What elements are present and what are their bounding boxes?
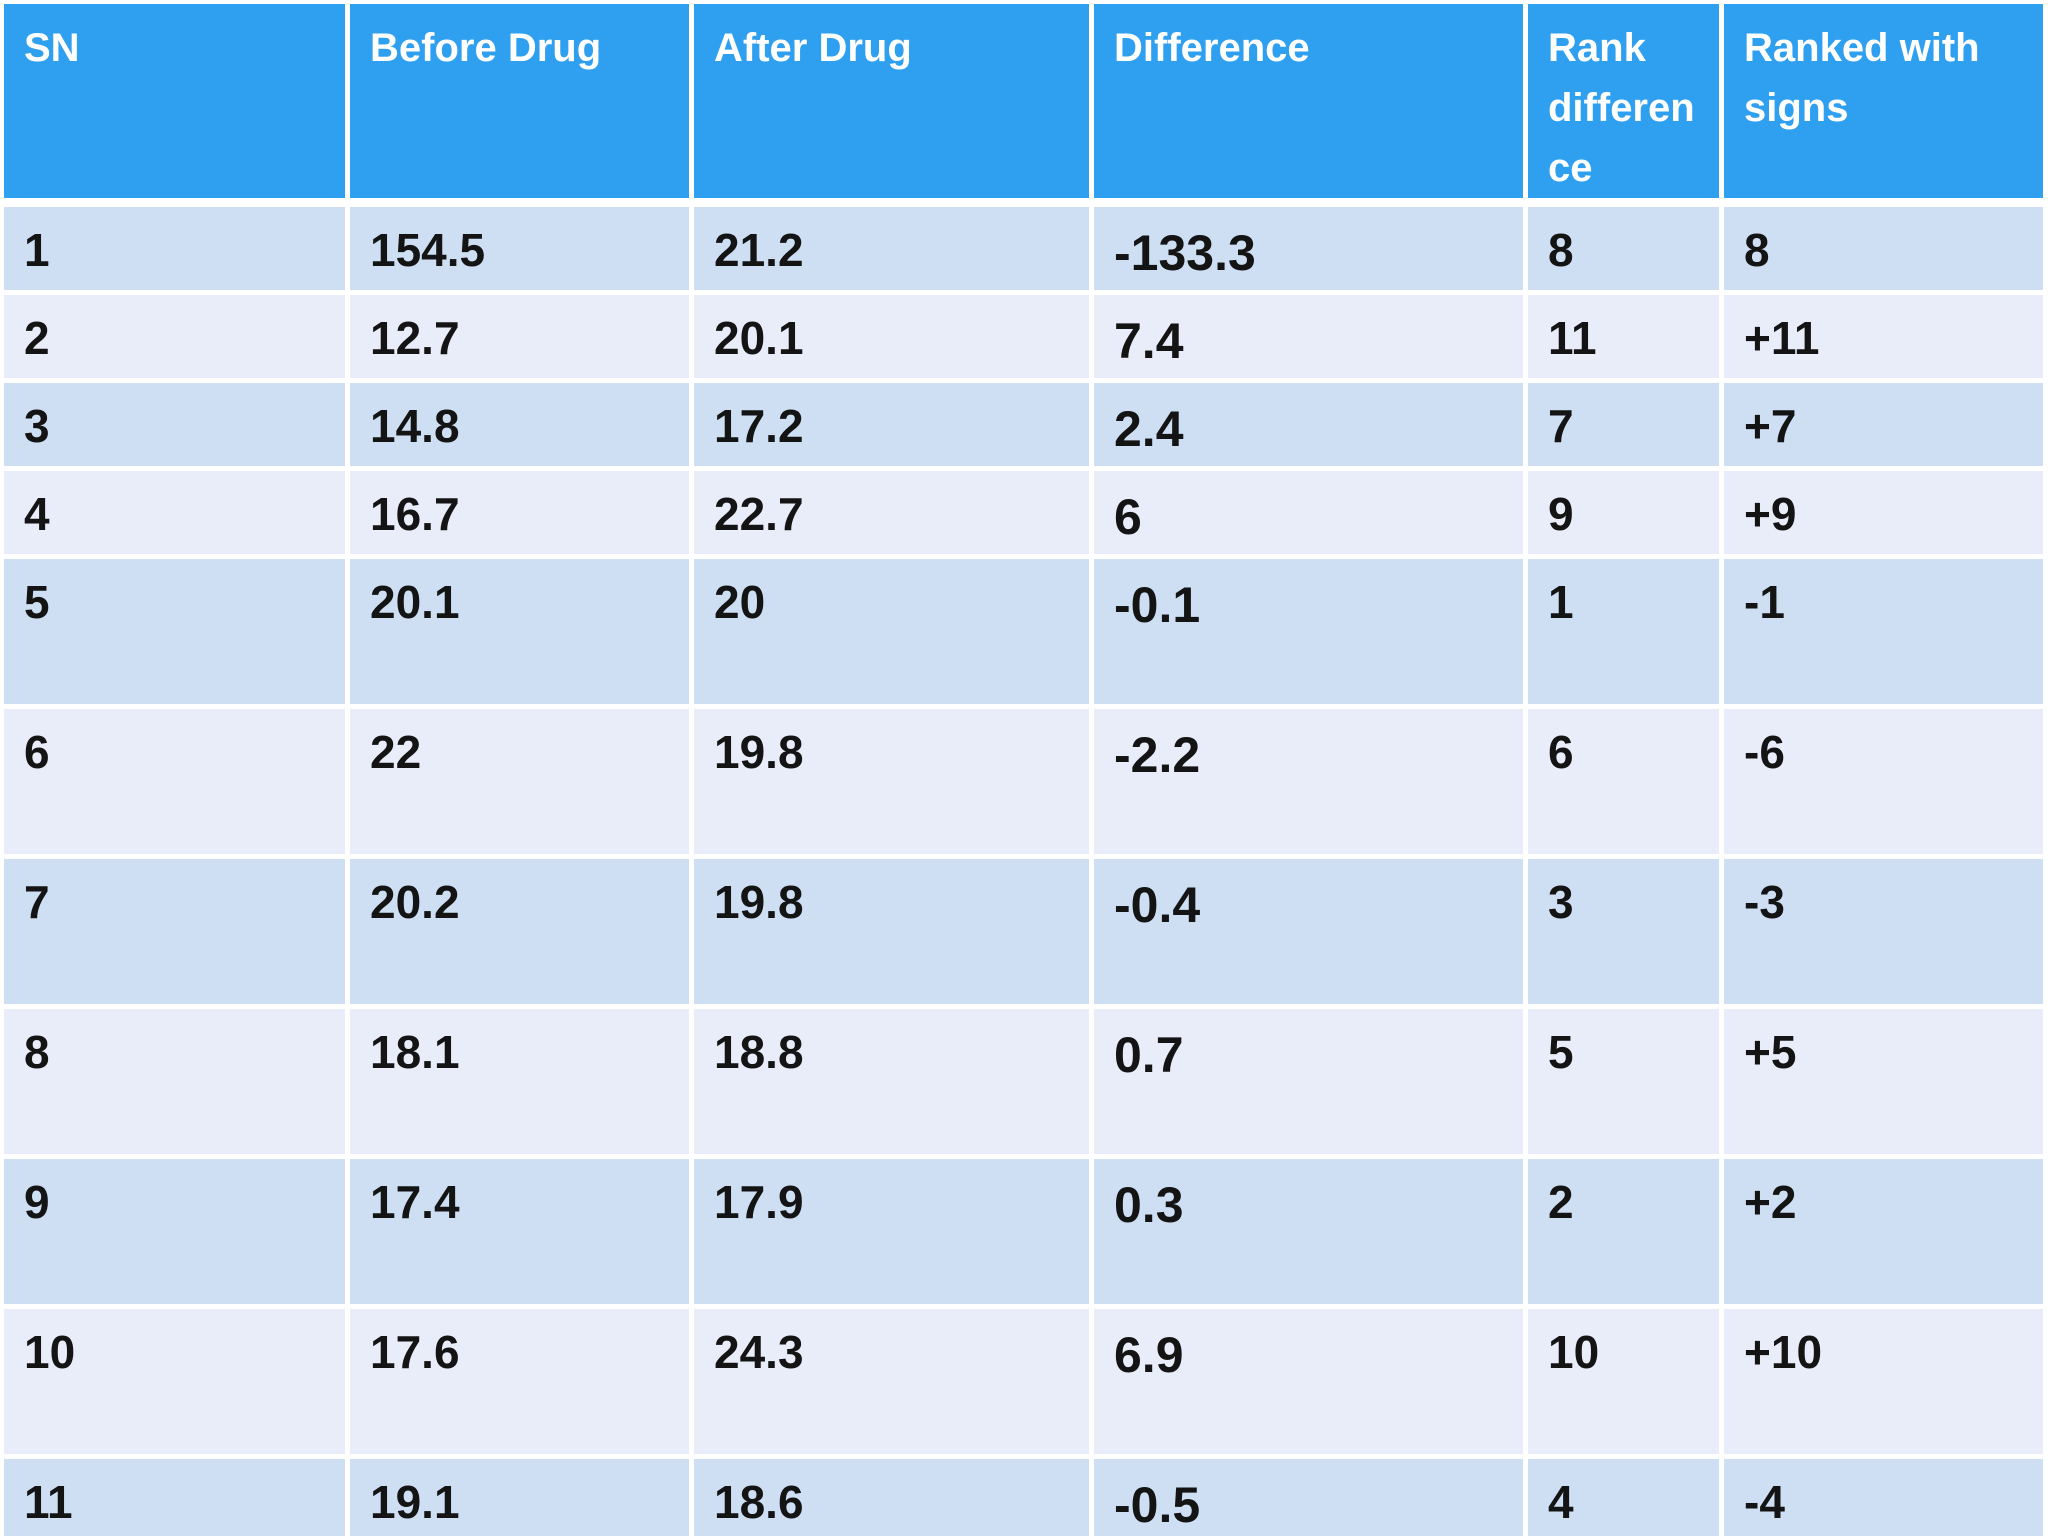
table-cell: 7.4 (1094, 295, 1528, 383)
table-cell: 1 (1528, 559, 1724, 709)
table-cell: 14.8 (350, 383, 694, 471)
table-row: 3 14.8 17.2 2.4 7 +7 (4, 383, 2048, 471)
column-header-after-drug: After Drug (694, 4, 1094, 207)
table-cell: 19.1 (350, 1459, 694, 1536)
table-cell: 17.6 (350, 1309, 694, 1459)
column-header-sn: SN (4, 4, 350, 207)
table-cell: 17.4 (350, 1159, 694, 1309)
table-cell: 19.8 (694, 859, 1094, 1009)
table-cell: 154.5 (350, 207, 694, 295)
column-header-difference: Difference (1094, 4, 1528, 207)
column-header-ranked-with-signs: Ranked with signs (1724, 4, 2048, 207)
table-cell: +10 (1724, 1309, 2048, 1459)
table-cell: 1 (4, 207, 350, 295)
table-cell: 3 (1528, 859, 1724, 1009)
table-cell: 20.1 (694, 295, 1094, 383)
table-cell: 20.1 (350, 559, 694, 709)
table-cell: 18.1 (350, 1009, 694, 1159)
table-cell: 19.8 (694, 709, 1094, 859)
table-cell: -6 (1724, 709, 2048, 859)
table-cell: 6.9 (1094, 1309, 1528, 1459)
table-cell: 8 (4, 1009, 350, 1159)
table-row: 11 19.1 18.6 -0.5 4 -4 (4, 1459, 2048, 1536)
table-cell: 8 (1528, 207, 1724, 295)
table-row: 2 12.7 20.1 7.4 11 +11 (4, 295, 2048, 383)
column-header-rank-difference: Rank difference (1528, 4, 1724, 207)
table-cell: -1 (1724, 559, 2048, 709)
table-cell: 2.4 (1094, 383, 1528, 471)
table-cell: 2 (4, 295, 350, 383)
table-cell: +5 (1724, 1009, 2048, 1159)
table-row: 7 20.2 19.8 -0.4 3 -3 (4, 859, 2048, 1009)
table-cell: +9 (1724, 471, 2048, 559)
table-cell: 16.7 (350, 471, 694, 559)
table-cell: -0.1 (1094, 559, 1528, 709)
table-cell: 10 (4, 1309, 350, 1459)
table-row: 9 17.4 17.9 0.3 2 +2 (4, 1159, 2048, 1309)
table-cell: 5 (1528, 1009, 1724, 1159)
table-cell: 0.7 (1094, 1009, 1528, 1159)
table-cell: 4 (4, 471, 350, 559)
table-cell: 18.6 (694, 1459, 1094, 1536)
table-row: 5 20.1 20 -0.1 1 -1 (4, 559, 2048, 709)
table-cell: 17.9 (694, 1159, 1094, 1309)
table-cell: +11 (1724, 295, 2048, 383)
table-cell: 20 (694, 559, 1094, 709)
table-cell: +7 (1724, 383, 2048, 471)
table-cell: 9 (1528, 471, 1724, 559)
table-cell: 21.2 (694, 207, 1094, 295)
table-cell: 9 (4, 1159, 350, 1309)
table-cell: 4 (1528, 1459, 1724, 1536)
table-cell: +2 (1724, 1159, 2048, 1309)
table-cell: -133.3 (1094, 207, 1528, 295)
table-cell: 12.7 (350, 295, 694, 383)
table-cell: 0.3 (1094, 1159, 1528, 1309)
table-row: 6 22 19.8 -2.2 6 -6 (4, 709, 2048, 859)
table-cell: 2 (1528, 1159, 1724, 1309)
table-cell: 18.8 (694, 1009, 1094, 1159)
table-cell: -2.2 (1094, 709, 1528, 859)
table-cell: -4 (1724, 1459, 2048, 1536)
table-cell: 24.3 (694, 1309, 1094, 1459)
table-cell: 3 (4, 383, 350, 471)
table-cell: 6 (1094, 471, 1528, 559)
table-row: 1 154.5 21.2 -133.3 8 8 (4, 207, 2048, 295)
table-cell: -3 (1724, 859, 2048, 1009)
table-cell: 5 (4, 559, 350, 709)
table-cell: -0.5 (1094, 1459, 1528, 1536)
table-cell: 11 (4, 1459, 350, 1536)
table-cell: 11 (1528, 295, 1724, 383)
column-header-before-drug: Before Drug (350, 4, 694, 207)
table-row: 4 16.7 22.7 6 9 +9 (4, 471, 2048, 559)
table-cell: 7 (4, 859, 350, 1009)
table-cell: 7 (1528, 383, 1724, 471)
table-cell: 20.2 (350, 859, 694, 1009)
table-cell: -0.4 (1094, 859, 1528, 1009)
table-cell: 8 (1724, 207, 2048, 295)
header-row: SN Before Drug After Drug Difference Ran… (4, 4, 2048, 207)
table-cell: 6 (1528, 709, 1724, 859)
table-cell: 6 (4, 709, 350, 859)
drug-comparison-table: SN Before Drug After Drug Difference Ran… (4, 4, 2048, 1536)
table-cell: 22 (350, 709, 694, 859)
table-row: 8 18.1 18.8 0.7 5 +5 (4, 1009, 2048, 1159)
table-cell: 10 (1528, 1309, 1724, 1459)
table-cell: 17.2 (694, 383, 1094, 471)
table-cell: 22.7 (694, 471, 1094, 559)
table-row: 10 17.6 24.3 6.9 10 +10 (4, 1309, 2048, 1459)
